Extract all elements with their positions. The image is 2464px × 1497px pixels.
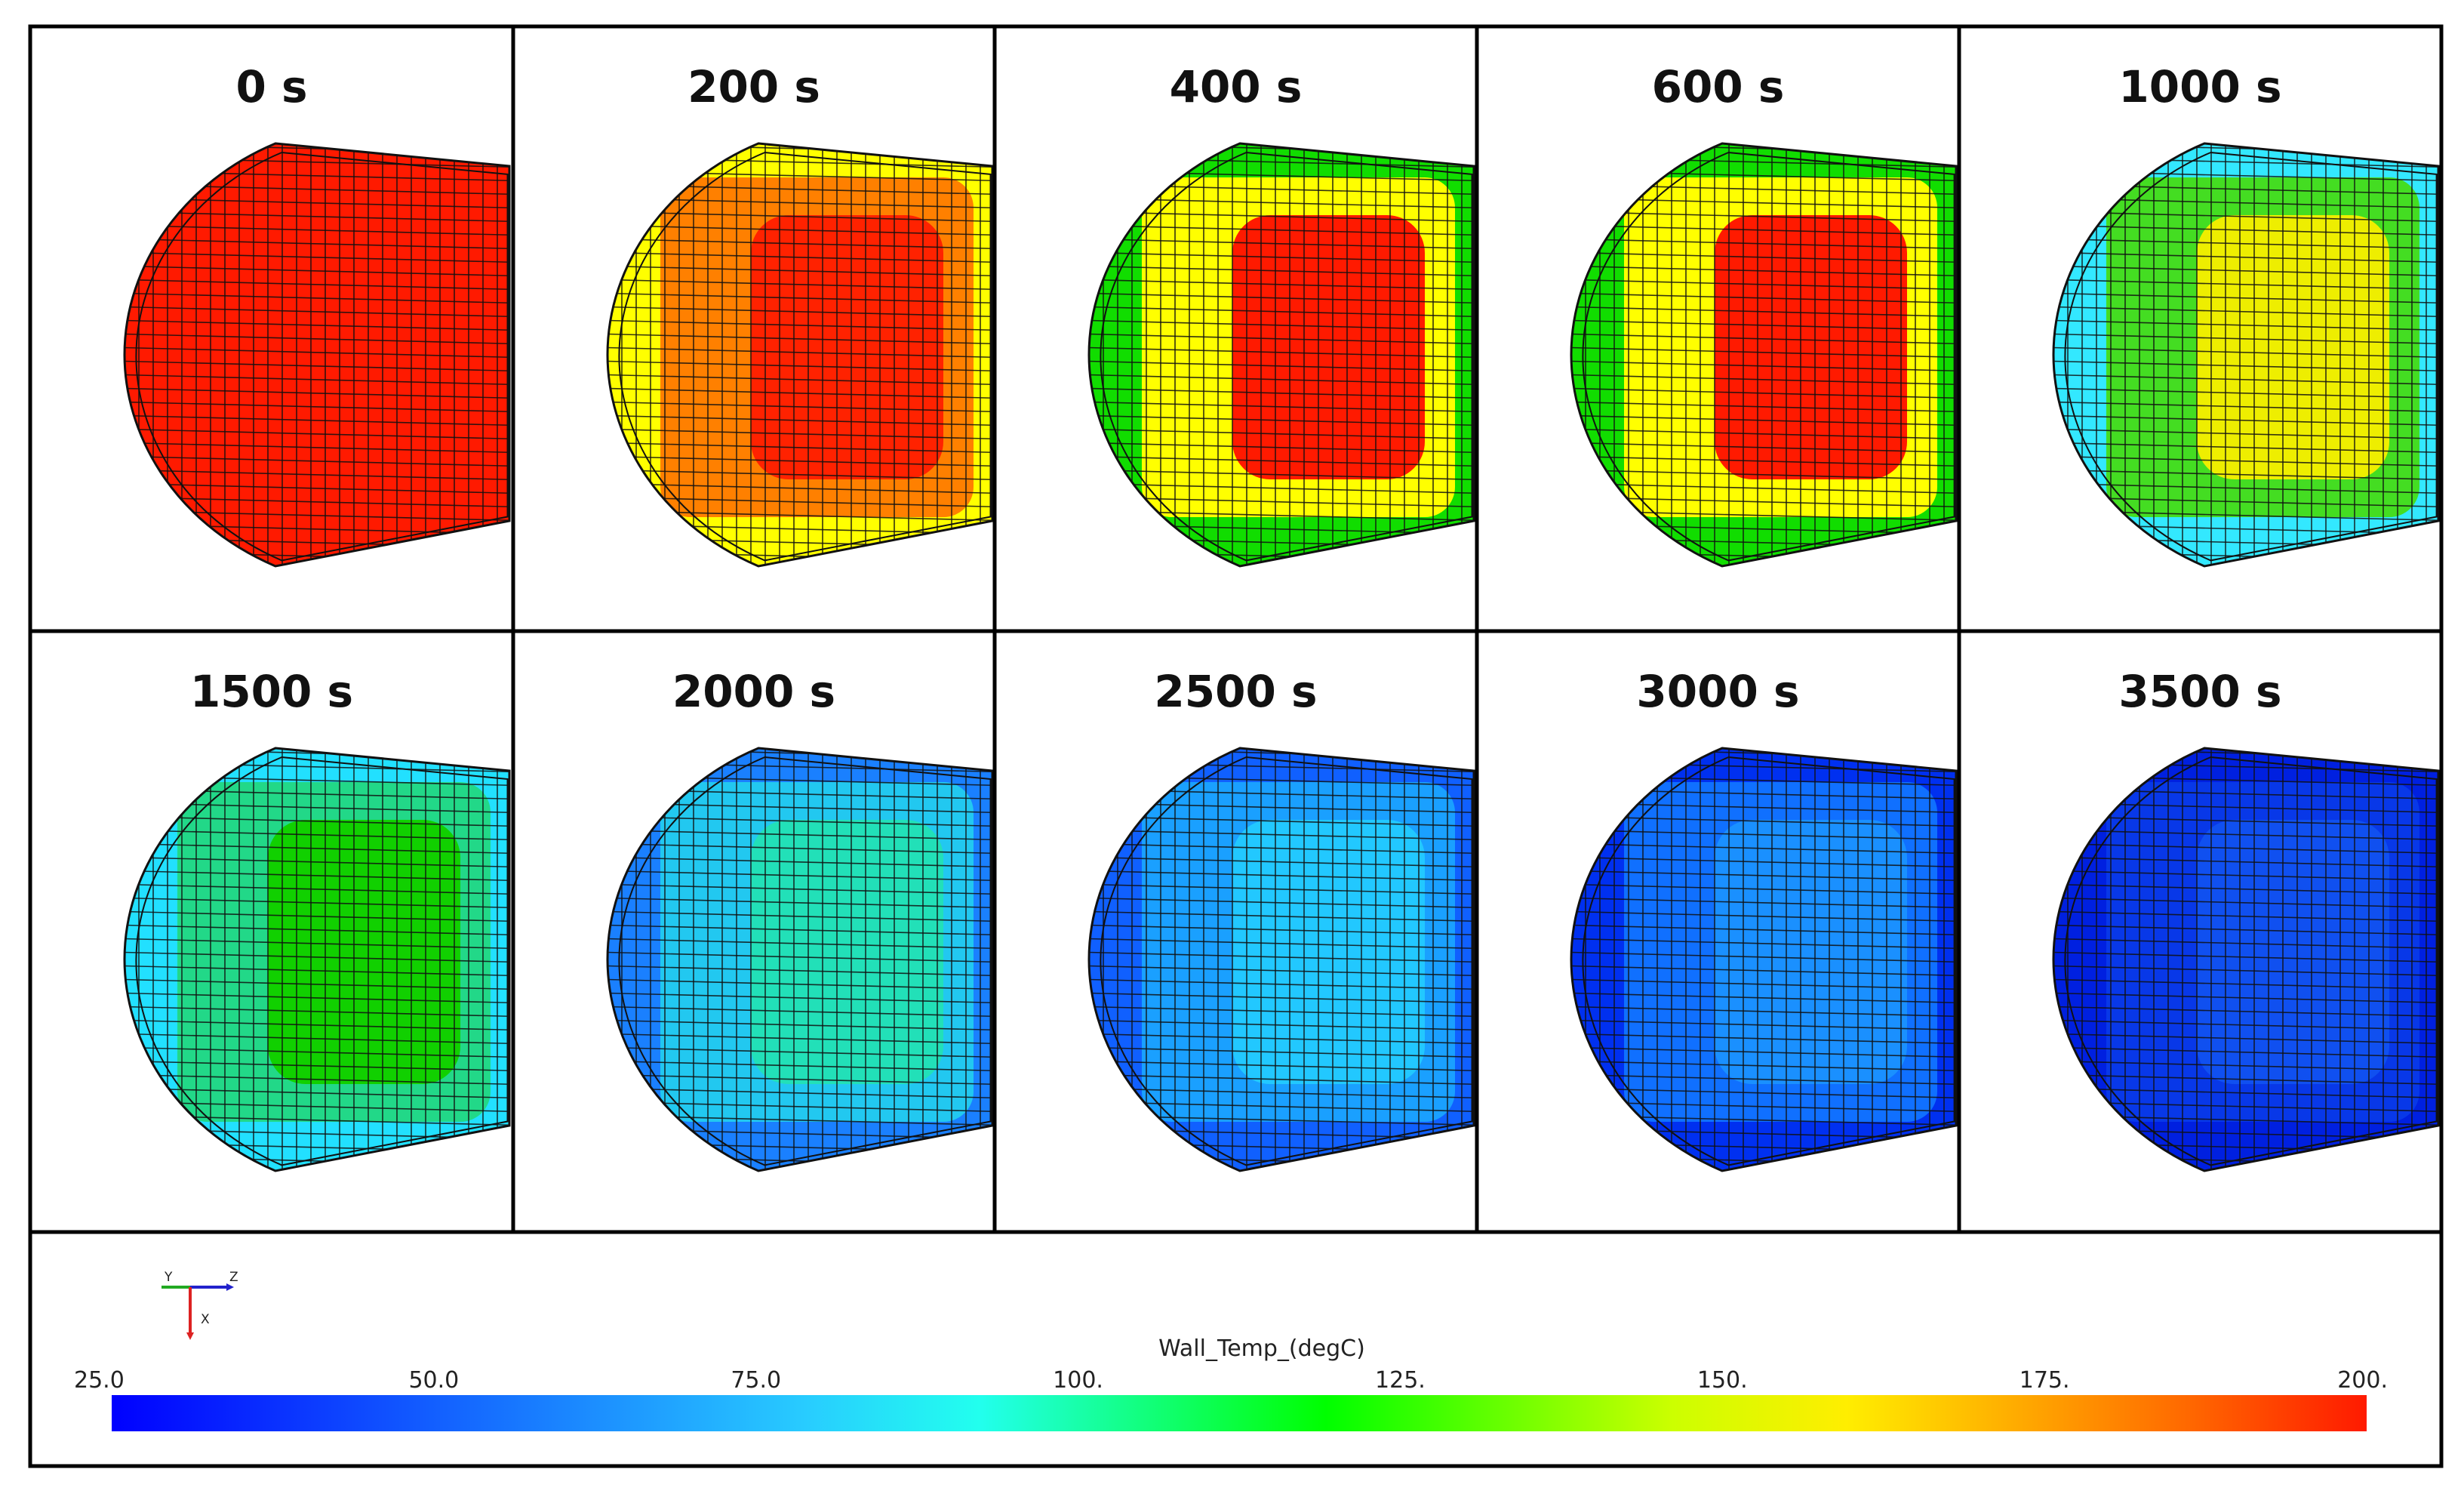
core-zone (2197, 820, 2389, 1084)
core-zone (1715, 820, 1907, 1084)
panel-time-label: 2000 s (672, 666, 835, 717)
core-zone (1232, 820, 1425, 1084)
shell-inner-outline (618, 756, 992, 1166)
axis-y-label: Y (164, 1270, 173, 1285)
mesh-grid (1571, 748, 1956, 1171)
figure-frame (28, 24, 2444, 1468)
temperature-field (2053, 748, 2438, 1171)
shell-inner-outline (135, 756, 509, 1166)
core-zone (1232, 215, 1425, 479)
shape-outline (606, 142, 994, 568)
mesh-grid (1571, 143, 1956, 566)
shape-outline (1570, 142, 1958, 568)
shape-outline (2052, 142, 2440, 568)
colorbar: Wall_Temp_(degC) 25.0 50.0 75.0 100. 125. 150… (74, 1335, 2388, 1431)
core-zone (268, 215, 460, 479)
panel-time-label: 0 s (235, 61, 307, 112)
colorbar-title: Wall_Temp_(degC) (1158, 1335, 1365, 1362)
panel-time-label: 600 s (1652, 61, 1785, 112)
shell-inner-outline (1582, 151, 1955, 562)
temperature-field (1089, 143, 1474, 566)
panel-time-label: 1500 s (190, 666, 353, 717)
time-panel: 200 s (606, 61, 994, 568)
temperature-field (125, 143, 509, 566)
mesh-grid (2053, 748, 2438, 1171)
shape-outline (2052, 747, 2440, 1172)
panel-time-label: 1000 s (2118, 61, 2281, 112)
shell-inner-outline (1582, 756, 1955, 1166)
temperature-field (1571, 143, 1956, 566)
panel-time-label: 200 s (688, 61, 820, 112)
panel-time-label: 3500 s (2118, 666, 2281, 717)
time-panel: 2000 s (606, 666, 994, 1172)
core-zone (751, 215, 943, 479)
shape-outline (1087, 142, 1475, 568)
shell-inner-outline (2064, 756, 2438, 1166)
core-zone (2197, 215, 2389, 479)
colorbar-tick-label: 75.0 (731, 1367, 781, 1394)
temperature-field (1089, 748, 1474, 1171)
shape-outline (123, 142, 511, 568)
colorbar-tick-label: 25.0 (74, 1367, 125, 1394)
core-zone (268, 820, 460, 1084)
colorbar-tick-label: 200. (2337, 1367, 2388, 1394)
time-panel: 3000 s (1570, 666, 1958, 1172)
shape-outline (606, 747, 994, 1172)
temperature-field (125, 748, 509, 1171)
shell-inner-outline (1100, 151, 1473, 562)
temperature-field (608, 143, 992, 566)
axis-z-label: Z (229, 1270, 238, 1285)
core-zone (1715, 215, 1907, 479)
panel-time-label: 2500 s (1154, 666, 1317, 717)
time-panel: 400 s (1087, 61, 1475, 568)
colorbar-bar (112, 1395, 2367, 1431)
panel-time-label: 400 s (1170, 61, 1303, 112)
core-zone (751, 820, 943, 1084)
shell-inner-outline (135, 151, 509, 562)
colorbar-ticks: 25.0 50.0 75.0 100. 125. 150. 175. 200. (74, 1367, 2388, 1394)
shape-outline (1570, 747, 1958, 1172)
temperature-field (1571, 748, 1956, 1171)
shell-inner-outline (2064, 151, 2438, 562)
time-panel: 1500 s (123, 666, 511, 1172)
time-panel: 0 s (123, 61, 511, 568)
shell-inner-outline (618, 151, 992, 562)
axis-x-label: X (201, 1312, 210, 1327)
colorbar-tick-label: 50.0 (408, 1367, 459, 1394)
colorbar-tick-label: 100. (1053, 1367, 1103, 1394)
shell-inner-outline (1100, 756, 1473, 1166)
time-panel: 2500 s (1087, 666, 1475, 1172)
panel-grid: 0 s 200 s 400 s 600 s 1000 s 1500 s 2000 s 2500… (123, 61, 2440, 1172)
axes-triad: Y Z X (161, 1270, 238, 1340)
panel-time-label: 3000 s (1636, 666, 1799, 717)
time-panel: 1000 s (2052, 61, 2440, 568)
colorbar-tick-label: 150. (1697, 1367, 1748, 1394)
time-panel: 600 s (1570, 61, 1958, 568)
shape-outline (123, 747, 511, 1172)
time-panel: 3500 s (2052, 666, 2440, 1172)
temperature-field (2053, 143, 2438, 566)
colorbar-tick-label: 175. (2019, 1367, 2070, 1394)
temperature-field (608, 748, 992, 1171)
colorbar-tick-label: 125. (1375, 1367, 1426, 1394)
shape-outline (1087, 747, 1475, 1172)
